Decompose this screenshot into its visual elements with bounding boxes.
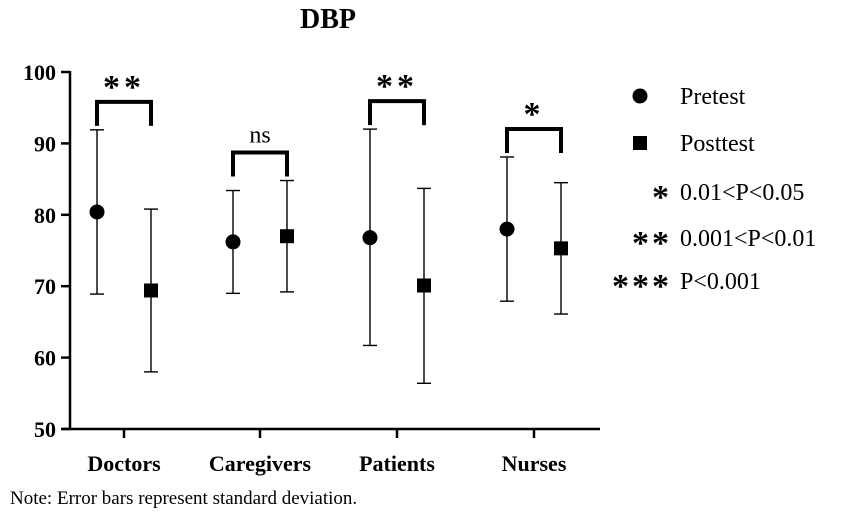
significance-label: ns	[249, 123, 270, 149]
legend-posttest-marker	[633, 136, 647, 150]
pretest-point	[89, 204, 105, 220]
legend-label: Posttest	[680, 131, 755, 157]
chart-marks: **ns***	[89, 68, 568, 385]
significance-label: **	[103, 69, 145, 106]
legend-label: P<0.001	[680, 269, 761, 295]
legend: Pretest Posttest * 0.01<P<0.05 ** 0.001<P<0.0…	[612, 84, 816, 305]
x-tick-label: Nurses	[502, 451, 567, 476]
pretest-point	[362, 230, 378, 246]
significance-bracket	[368, 99, 426, 126]
legend-label: Pretest	[680, 84, 746, 110]
posttest-point	[280, 229, 294, 244]
legend-label: 0.001<P<0.01	[680, 226, 816, 252]
legend-significance-symbol: **	[632, 225, 672, 262]
legend-pretest-marker	[632, 88, 648, 104]
legend-significance-symbol: ***	[612, 268, 672, 305]
legend-significance-symbol: *	[652, 179, 672, 216]
pretest-point	[499, 221, 515, 237]
axes: 50 60 70 80 90 100 Doctors Caregivers Patients Nu…	[23, 60, 600, 476]
footnote: Note: Error bars represent standard devi…	[10, 488, 358, 509]
x-tick-label: Caregivers	[209, 451, 312, 476]
chart-title: DBP	[300, 4, 356, 35]
significance-bracket	[95, 99, 153, 126]
x-tick-label: Patients	[359, 451, 435, 476]
significance-bracket	[505, 126, 563, 153]
posttest-point	[554, 241, 568, 256]
y-tick-label: 80	[34, 203, 56, 228]
y-tick-label: 70	[34, 274, 56, 299]
y-tick-label: 50	[34, 417, 56, 442]
legend-label: 0.01<P<0.05	[680, 180, 804, 206]
significance-label: **	[376, 68, 418, 105]
y-tick-label: 90	[34, 131, 56, 156]
significance-bracket	[231, 150, 289, 177]
y-tick-label: 100	[23, 60, 56, 85]
posttest-point	[417, 278, 431, 293]
posttest-point	[144, 283, 158, 298]
x-tick-label: Doctors	[87, 451, 161, 476]
significance-label: *	[524, 96, 545, 133]
pretest-point	[225, 234, 241, 250]
y-tick-label: 60	[34, 346, 56, 371]
